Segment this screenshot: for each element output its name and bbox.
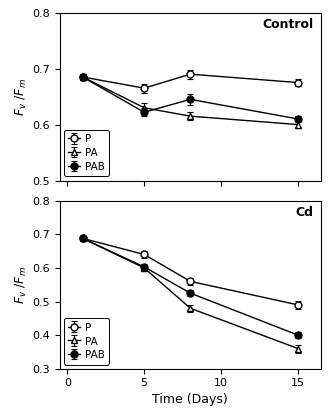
Legend: P, PA, PAB: P, PA, PAB: [64, 130, 109, 176]
Text: Control: Control: [262, 18, 313, 31]
Legend: P, PA, PAB: P, PA, PAB: [64, 318, 109, 365]
Y-axis label: $F_v$ /$F_m$: $F_v$ /$F_m$: [14, 266, 29, 304]
Y-axis label: $F_v$ /$F_m$: $F_v$ /$F_m$: [14, 78, 29, 116]
Text: Cd: Cd: [295, 206, 313, 219]
X-axis label: Time (Days): Time (Days): [153, 393, 228, 406]
